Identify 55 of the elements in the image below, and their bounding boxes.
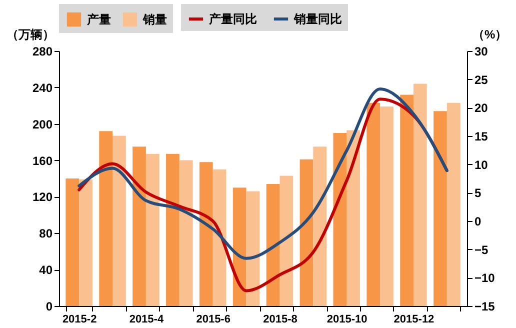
bar: [446, 102, 460, 306]
bar: [66, 178, 80, 306]
bar: [112, 136, 126, 306]
bar: [300, 159, 314, 306]
y-tick-label: 240: [32, 80, 53, 95]
bar: [212, 169, 226, 306]
y-axis-title: （万辆）: [6, 28, 54, 42]
legend-label: 销量同比: [293, 12, 342, 26]
bar: [313, 146, 327, 306]
y-tick-label: 280: [32, 44, 53, 58]
y2-tick-label: 25: [474, 72, 488, 87]
y2-tick-label: −15: [474, 300, 496, 314]
y2-tick-label: −10: [474, 271, 496, 286]
y-tick-label: 160: [32, 154, 53, 168]
legend-label: 销量: [142, 12, 167, 26]
bar: [413, 84, 427, 306]
y2-tick-label: 0: [474, 214, 482, 228]
x-tick-label: 2015-8: [263, 314, 298, 326]
y2-tick-label: 5: [474, 186, 482, 200]
bar: [199, 162, 213, 306]
y2-tick-label: 15: [474, 130, 488, 144]
y2-tick-label: 20: [474, 101, 488, 116]
x-tick-label: 2015-4: [129, 314, 164, 326]
line-series: [78, 87, 448, 260]
bar: [434, 111, 447, 306]
bar: [400, 94, 414, 306]
bar: [132, 146, 146, 306]
bar: [146, 154, 160, 306]
y2-tick-label: 30: [474, 44, 488, 58]
y-tick-label: 200: [32, 117, 53, 132]
bar: [232, 188, 246, 306]
y-tick-label: 120: [32, 190, 53, 204]
y-tick-label: 40: [39, 263, 53, 278]
y2-tick-label: −5: [474, 242, 489, 257]
bar: [179, 160, 193, 306]
y-tick-label: 0: [46, 300, 53, 314]
y2-tick-label: 10: [474, 158, 488, 172]
bar: [380, 106, 394, 306]
x-tick-label: 2015-6: [196, 314, 230, 326]
x-tick-label: 2015-10: [326, 314, 368, 326]
bar: [333, 132, 347, 306]
bar: [346, 130, 360, 306]
y2-axis-title: （%）: [472, 28, 508, 42]
bar: [280, 176, 294, 306]
y-tick-label: 80: [39, 226, 53, 241]
bar: [246, 191, 260, 306]
bar: [99, 131, 113, 306]
bar: [366, 102, 380, 306]
bar: [266, 184, 280, 306]
legend-label: 产量: [86, 12, 111, 26]
legend-label: 产量同比: [208, 12, 257, 26]
bar: [166, 154, 180, 306]
x-tick-label: 2015-2: [62, 314, 97, 326]
x-tick-label: 2015-12: [394, 314, 434, 326]
bar: [79, 179, 92, 306]
